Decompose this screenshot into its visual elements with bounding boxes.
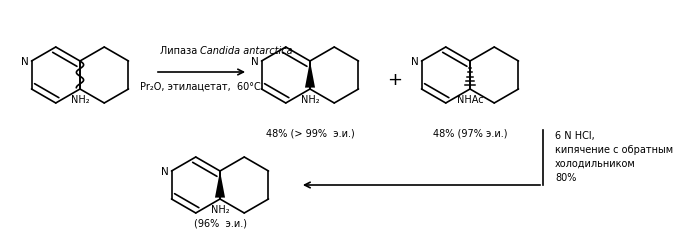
Text: 6 N HCl,
кипячение с обратным
холодильником
80%: 6 N HCl, кипячение с обратным холодильни… (555, 131, 673, 183)
Text: N: N (22, 57, 29, 67)
Text: NH₂: NH₂ (70, 95, 89, 104)
Text: 48% (97% э.и.): 48% (97% э.и.) (433, 128, 507, 138)
Polygon shape (305, 61, 315, 87)
Text: NHAc: NHAc (456, 95, 483, 104)
Text: N: N (411, 57, 419, 67)
Text: Candida antarctica: Candida antarctica (200, 46, 292, 56)
Text: NH₂: NH₂ (301, 95, 319, 104)
Text: NH₂: NH₂ (211, 205, 230, 215)
Text: +: + (387, 71, 403, 89)
Text: Липаза: Липаза (160, 46, 200, 56)
Text: N: N (251, 57, 259, 67)
Polygon shape (215, 171, 225, 198)
Text: (96%  э.и.): (96% э.и.) (193, 218, 246, 228)
Text: Pr₂O, этилацетат,  60°C: Pr₂O, этилацетат, 60°C (140, 82, 260, 92)
Text: 48% (> 99%  э.и.): 48% (> 99% э.и.) (266, 128, 355, 138)
Text: N: N (161, 167, 169, 177)
